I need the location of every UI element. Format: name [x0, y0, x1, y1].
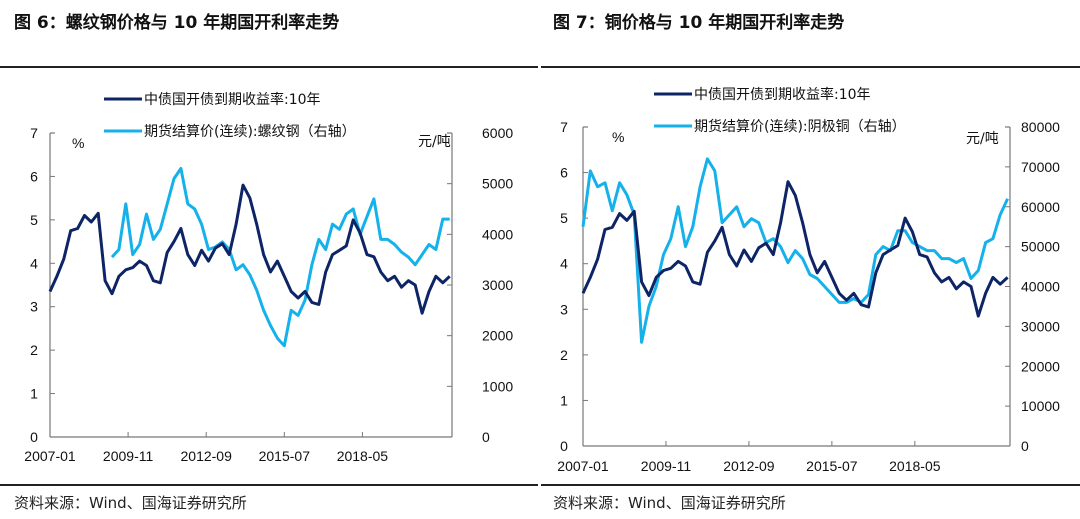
- left-axis-label: %: [612, 129, 624, 145]
- legend-label-yield: 中债国开债到期收益率:10年: [694, 86, 871, 103]
- source-note-left: 资料来源：Wind、国海证券研究所: [14, 494, 247, 512]
- series-line-yield: [48, 183, 451, 315]
- right-tick-label: 6000: [482, 125, 513, 141]
- left-tick-label: 2: [560, 347, 568, 363]
- x-tick-label: 2018-05: [337, 448, 389, 464]
- right-axis-label: 元/吨: [418, 134, 451, 150]
- right-tick-label: 10000: [1021, 398, 1060, 414]
- left-tick-label: 3: [560, 301, 568, 317]
- x-tick-label: 2007-01: [24, 448, 76, 464]
- x-tick-label: 2007-01: [557, 458, 609, 474]
- bottom-divider-left: [0, 484, 538, 486]
- x-tick-label: 2012-09: [181, 448, 233, 464]
- legend-label-futures: 期货结算价(连续):阴极铜（右轴）: [694, 118, 906, 135]
- x-tick-label: 2018-05: [889, 458, 941, 474]
- right-tick-label: 20000: [1021, 358, 1060, 374]
- right-tick-label: 0: [1021, 438, 1029, 454]
- right-tick-label: 0: [482, 429, 490, 445]
- x-tick-label: 2012-09: [723, 458, 775, 474]
- left-tick-label: 2: [30, 342, 38, 358]
- left-tick-label: 0: [560, 438, 568, 454]
- right-tick-label: 70000: [1021, 159, 1060, 175]
- right-tick-label: 50000: [1021, 239, 1060, 255]
- left-tick-label: 0: [30, 429, 38, 445]
- legend-label-futures: 期货结算价(连续):螺纹钢（右轴）: [144, 123, 356, 140]
- legend-label-yield: 中债国开债到期收益率:10年: [144, 91, 321, 108]
- x-tick-label: 2009-11: [103, 448, 154, 464]
- left-tick-label: 4: [30, 255, 38, 271]
- left-tick-label: 3: [30, 299, 38, 315]
- left-tick-label: 1: [30, 386, 38, 402]
- x-tick-label: 2015-07: [806, 458, 858, 474]
- right-tick-label: 60000: [1021, 199, 1060, 215]
- series-line-futures: [110, 167, 450, 348]
- right-tick-label: 5000: [482, 176, 513, 192]
- x-tick-label: 2009-11: [641, 458, 692, 474]
- left-axis-label: %: [72, 135, 84, 151]
- left-tick-label: 7: [30, 125, 38, 141]
- left-tick-label: 4: [560, 256, 568, 272]
- left-tick-label: 7: [560, 119, 568, 135]
- right-tick-label: 1000: [482, 378, 513, 394]
- right-tick-label: 4000: [482, 226, 513, 242]
- source-note-right: 资料来源：Wind、国海证券研究所: [553, 494, 786, 512]
- top-divider-right: [541, 66, 1080, 68]
- chart-title-copper: 图 7：铜价格与 10 年期国开利率走势: [553, 13, 845, 33]
- bottom-divider-right: [541, 484, 1080, 486]
- left-tick-label: 6: [560, 165, 568, 181]
- series-line-futures: [581, 157, 1009, 344]
- right-axis-label: 元/吨: [966, 131, 999, 147]
- series-line-yield: [581, 180, 1009, 318]
- right-tick-label: 80000: [1021, 119, 1060, 135]
- x-tick-label: 2015-07: [259, 448, 311, 464]
- top-divider-left: [0, 66, 538, 68]
- left-tick-label: 6: [30, 168, 38, 184]
- right-tick-label: 30000: [1021, 318, 1060, 334]
- right-tick-label: 3000: [482, 277, 513, 293]
- right-tick-label: 2000: [482, 328, 513, 344]
- right-tick-label: 40000: [1021, 279, 1060, 295]
- left-tick-label: 1: [560, 392, 568, 408]
- left-tick-label: 5: [30, 212, 38, 228]
- left-tick-label: 5: [560, 210, 568, 226]
- chart-title-rebar: 图 6：螺纹钢价格与 10 年期国开利率走势: [14, 13, 340, 33]
